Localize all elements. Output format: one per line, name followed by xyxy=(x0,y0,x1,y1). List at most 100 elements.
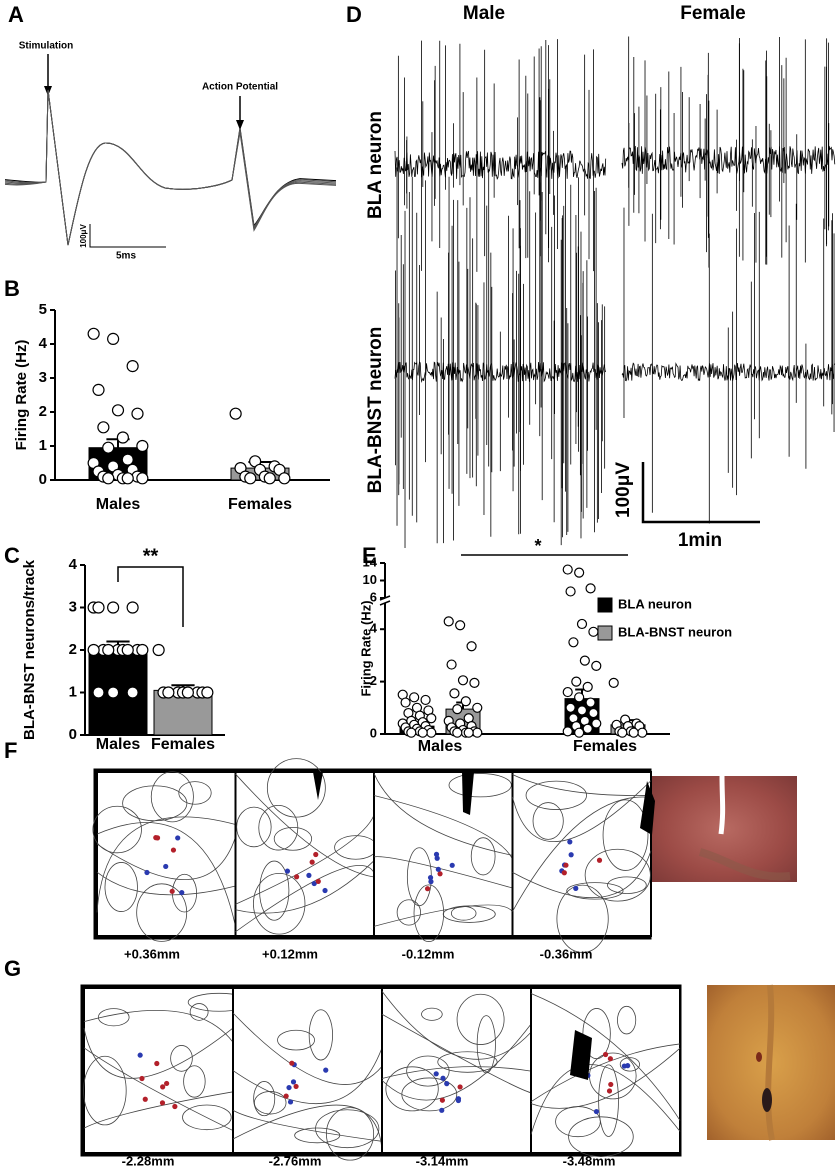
recording-site xyxy=(172,1103,178,1110)
recording-site xyxy=(563,862,569,868)
data-point xyxy=(449,688,460,699)
recording-site xyxy=(315,878,321,884)
brain-tract xyxy=(512,796,652,912)
data-point xyxy=(591,718,602,729)
brain-region xyxy=(308,1009,333,1061)
axis-break xyxy=(379,600,391,606)
brain-region xyxy=(183,1065,206,1098)
data-point xyxy=(400,697,411,708)
recording-site xyxy=(449,862,455,868)
data-point xyxy=(472,702,483,713)
recording-site xyxy=(283,1093,289,1099)
data-point xyxy=(107,332,120,345)
brain-tract xyxy=(96,836,236,880)
brain-tract xyxy=(530,1064,681,1135)
brain-tract xyxy=(381,1013,532,1094)
significance-label: * xyxy=(534,536,541,556)
data-point xyxy=(591,660,602,671)
x-tick-label: Males xyxy=(96,736,141,753)
waveform xyxy=(4,89,337,246)
data-point xyxy=(585,583,596,594)
brain-tract xyxy=(512,780,652,843)
recording-site xyxy=(444,1081,450,1087)
recording-site xyxy=(437,871,443,877)
scale-label: 1min xyxy=(678,530,722,551)
data-point xyxy=(585,697,596,708)
recording-site xyxy=(284,868,291,874)
section-label: -0.36mm xyxy=(540,946,593,961)
brain-region xyxy=(617,1005,637,1035)
panel-label: G xyxy=(4,956,21,981)
data-point xyxy=(126,686,139,699)
histology-feature xyxy=(765,984,775,1141)
data-point xyxy=(136,472,149,485)
recording-site xyxy=(457,1084,463,1090)
data-point xyxy=(278,472,291,485)
histology-feature xyxy=(698,848,791,881)
data-point xyxy=(263,472,276,485)
brain-region xyxy=(450,906,477,921)
data-point xyxy=(574,567,585,578)
data-point xyxy=(576,618,588,630)
panel-label: B xyxy=(4,276,20,301)
panel-label: F xyxy=(4,738,17,763)
scale-label: 100μV xyxy=(79,224,88,248)
brain-tract xyxy=(232,1104,383,1152)
data-point xyxy=(162,686,175,699)
brain-region xyxy=(396,899,421,926)
y-tick-label: 6 xyxy=(370,589,377,604)
lesion-mark xyxy=(762,1088,772,1112)
significance-label: ** xyxy=(143,545,159,567)
recording-site xyxy=(606,1088,613,1094)
data-point xyxy=(562,726,573,737)
data-point xyxy=(452,727,463,738)
data-point xyxy=(565,586,576,597)
recording-site xyxy=(439,1107,445,1113)
recording-site xyxy=(561,870,567,876)
lesion-mark xyxy=(756,1052,762,1062)
data-point xyxy=(409,692,420,703)
section-label: -2.76mm xyxy=(269,1153,322,1168)
section-label: -3.48mm xyxy=(563,1153,616,1168)
recording-site xyxy=(434,855,440,861)
section-panel xyxy=(232,987,383,1154)
y-tick-label: 4 xyxy=(370,621,378,636)
annotation: Action Potential xyxy=(202,82,278,93)
recording-site xyxy=(439,1097,446,1103)
brain-tract xyxy=(373,856,513,889)
annotation: Stimulation xyxy=(19,41,73,52)
cannula xyxy=(640,781,655,835)
recording-site xyxy=(139,1075,145,1082)
recording-site xyxy=(428,879,434,885)
column-label: Female xyxy=(680,3,745,24)
recording-site xyxy=(154,1060,160,1067)
y-tick-label: 0 xyxy=(69,726,77,743)
recording-site xyxy=(311,880,317,887)
y-tick-label: 5 xyxy=(39,301,47,318)
recording-site xyxy=(142,1096,148,1102)
y-axis-label: Firing Rate (Hz) xyxy=(13,340,30,451)
scale-bar xyxy=(641,462,760,524)
data-point xyxy=(102,643,115,657)
y-axis-label: Firing Rate (Hz) xyxy=(358,600,373,696)
brain-region xyxy=(413,884,445,942)
recording-site xyxy=(435,866,441,872)
brain-region xyxy=(273,826,313,851)
brain-tract xyxy=(235,814,375,905)
section-panel xyxy=(381,987,532,1154)
data-point xyxy=(102,441,115,454)
recording-site xyxy=(293,1083,299,1090)
section-label: -2.28mm xyxy=(122,1153,175,1168)
data-point xyxy=(562,564,573,575)
recording-site xyxy=(323,1067,329,1073)
data-point xyxy=(420,694,431,706)
brain-tract xyxy=(530,1047,681,1109)
data-point xyxy=(457,675,469,686)
brain-region xyxy=(470,837,496,876)
y-tick-label: 4 xyxy=(39,335,48,352)
brain-tract xyxy=(83,1010,234,1043)
data-point xyxy=(417,727,428,738)
brain-tract xyxy=(530,1043,681,1103)
waveform xyxy=(4,89,337,246)
